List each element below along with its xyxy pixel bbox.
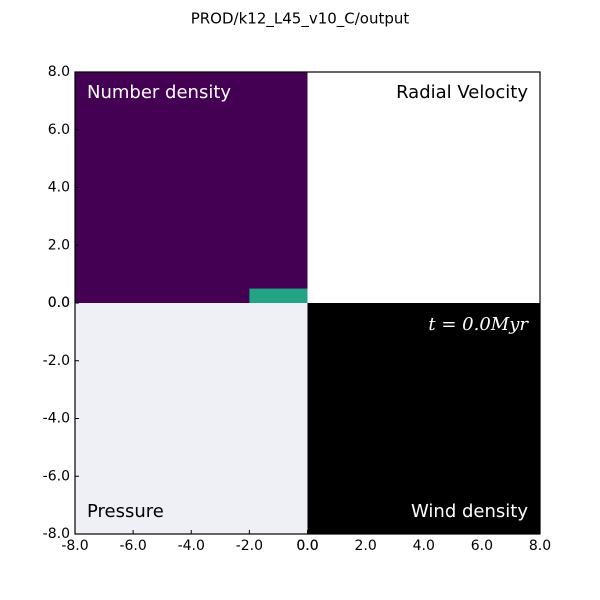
y-tick-label: -2.0 xyxy=(43,353,70,369)
y-tick-label: 2.0 xyxy=(48,237,70,253)
y-tick-label: 0.0 xyxy=(48,295,70,311)
x-tick-label: -6.0 xyxy=(119,538,146,554)
time-annotation: t = 0.0Myr xyxy=(428,314,529,335)
panel-image xyxy=(307,303,540,534)
x-tick-label: -4.0 xyxy=(178,538,205,554)
x-tick-label: 4.0 xyxy=(413,538,435,554)
figure-title: PROD/k12_L45_v10_C/output xyxy=(191,10,410,29)
panel-label: Number density xyxy=(87,82,231,103)
panel-label: Radial Velocity xyxy=(396,82,528,103)
x-tick-label: 8.0 xyxy=(529,538,551,554)
panel-label: Wind density xyxy=(411,501,528,522)
y-tick-label: 0.0 xyxy=(48,295,70,311)
x-tick-label: 0.0 xyxy=(296,538,318,554)
panel-image xyxy=(307,72,540,303)
x-tick-label: -8.0 xyxy=(61,538,88,554)
panel-image xyxy=(75,72,308,303)
panel-image xyxy=(75,303,308,534)
y-tick-label: -4.0 xyxy=(43,411,70,427)
x-tick-label: 2.0 xyxy=(354,538,376,554)
y-tick-label: 4.0 xyxy=(48,180,70,196)
y-tick-label: 6.0 xyxy=(48,122,70,138)
x-tick-label: -2.0 xyxy=(236,538,263,554)
y-tick-label: 8.0 xyxy=(48,64,70,80)
y-tick-label: -6.0 xyxy=(43,468,70,484)
x-tick-label: 0.0 xyxy=(296,538,318,554)
density-feature xyxy=(249,288,308,303)
y-tick-label: -8.0 xyxy=(43,526,70,542)
panel-label: Pressure xyxy=(87,501,164,522)
x-tick-label: 6.0 xyxy=(471,538,493,554)
